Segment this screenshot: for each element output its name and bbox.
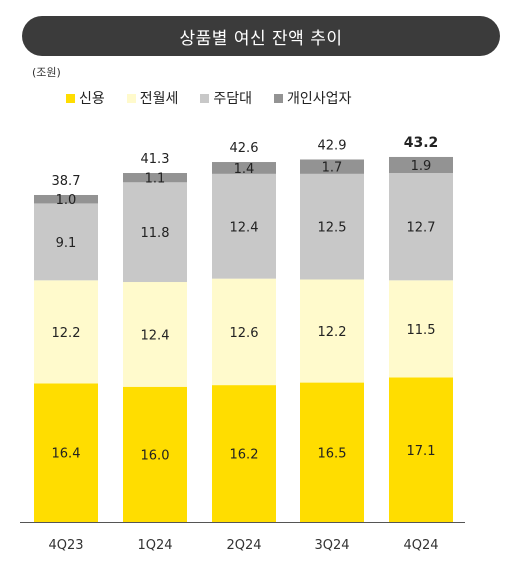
chart-title-banner: 상품별 여신 잔액 추이 xyxy=(22,16,500,56)
legend-swatch-business xyxy=(274,93,284,103)
bar-segment-business xyxy=(212,162,276,174)
x-tick-label: 2Q24 xyxy=(226,538,261,553)
data-label-credit: 16.5 xyxy=(318,446,347,461)
data-label-credit: 17.1 xyxy=(407,444,436,459)
legend-item-mortgage: 주담대 xyxy=(200,88,252,108)
bar-segment-credit xyxy=(212,385,276,522)
x-tick-label: 4Q24 xyxy=(403,538,438,553)
data-label-mortgage: 11.8 xyxy=(141,226,170,241)
bar-segment-mortgage xyxy=(389,173,453,281)
bar-segment-mortgage xyxy=(300,173,364,280)
data-label-jeonse: 12.4 xyxy=(141,328,170,343)
total-label: 41.3 xyxy=(141,152,170,167)
legend-item-business: 개인사업자 xyxy=(274,88,351,108)
bar-segment-mortgage xyxy=(34,203,98,281)
data-label-mortgage: 12.5 xyxy=(318,221,347,236)
bar-segment-credit xyxy=(34,383,98,522)
legend-label-credit: 신용 xyxy=(79,91,105,107)
legend-item-credit: 신용 xyxy=(66,88,105,108)
data-label-jeonse: 12.2 xyxy=(52,326,81,341)
bar-segment-business xyxy=(34,194,98,204)
legend: 신용 전월세 주담대 개인사업자 xyxy=(66,88,351,108)
legend-label-mortgage: 주담대 xyxy=(213,91,253,107)
bar-segment-credit xyxy=(300,382,364,522)
total-label: 43.2 xyxy=(404,135,439,151)
legend-label-jeonse: 전월세 xyxy=(139,91,179,107)
bar-segment-jeonse xyxy=(123,282,187,387)
total-label: 42.6 xyxy=(230,141,259,156)
data-label-jeonse: 12.2 xyxy=(318,325,347,340)
bar-segment-jeonse xyxy=(34,280,98,384)
unit-label: (조원) xyxy=(32,66,61,79)
data-label-credit: 16.2 xyxy=(230,448,259,463)
bar-segment-jeonse xyxy=(212,278,276,386)
bar-segment-mortgage xyxy=(123,182,187,283)
bar-segment-credit xyxy=(123,386,187,522)
data-label-mortgage: 12.4 xyxy=(230,220,259,235)
bar-segment-jeonse xyxy=(300,279,364,383)
data-label-mortgage: 9.1 xyxy=(56,236,77,251)
legend-swatch-credit xyxy=(66,93,75,103)
bar-segment-business xyxy=(389,156,453,174)
x-tick-label: 1Q24 xyxy=(137,538,172,553)
legend-swatch-mortgage xyxy=(200,93,210,103)
data-label-credit: 16.0 xyxy=(141,448,170,463)
chart-title: 상품별 여신 잔액 추이 xyxy=(179,28,343,49)
data-label-jeonse: 12.6 xyxy=(230,326,259,341)
bar-segment-jeonse xyxy=(389,280,453,378)
data-label-mortgage: 12.7 xyxy=(407,221,436,236)
bar-segment-business xyxy=(300,159,364,174)
data-label-business: 1.0 xyxy=(56,193,77,208)
legend-label-business: 개인사업자 xyxy=(287,91,352,107)
total-label: 38.7 xyxy=(52,174,81,189)
data-label-credit: 16.4 xyxy=(52,447,81,462)
total-label: 42.9 xyxy=(318,138,347,153)
data-label-business: 1.9 xyxy=(411,159,432,174)
data-label-business: 1.4 xyxy=(234,162,255,177)
data-label-business: 1.1 xyxy=(145,172,166,187)
data-label-jeonse: 11.5 xyxy=(407,323,436,338)
data-label-business: 1.7 xyxy=(322,161,343,176)
bar-segment-credit xyxy=(389,377,453,522)
legend-swatch-jeonse xyxy=(126,93,136,103)
bar-segment-business xyxy=(123,173,187,183)
x-tick-label: 4Q23 xyxy=(48,538,83,553)
bar-segment-mortgage xyxy=(212,173,276,279)
legend-item-jeonse: 전월세 xyxy=(126,88,179,108)
x-tick-label: 3Q24 xyxy=(314,538,349,553)
